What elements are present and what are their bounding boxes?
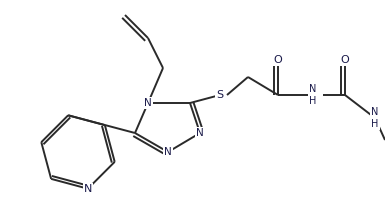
Text: N: N (144, 98, 152, 108)
Text: N
H: N H (371, 107, 379, 129)
Text: N
H: N H (309, 84, 317, 106)
Text: S: S (216, 90, 224, 100)
Text: N: N (164, 147, 172, 157)
Text: N: N (84, 184, 92, 194)
Text: N: N (196, 128, 204, 138)
Text: O: O (274, 55, 282, 65)
Text: O: O (341, 55, 349, 65)
